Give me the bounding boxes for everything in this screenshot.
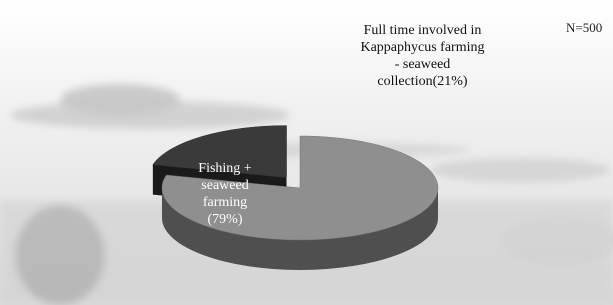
value-label: (21%) (433, 74, 468, 89)
chart (0, 0, 613, 305)
slice-label: Full time involved in Kappaphycus farmin… (360, 22, 485, 90)
value-label: (79%) (208, 212, 243, 227)
page: Fishing + seaweed farming (79%) Full time… (0, 0, 613, 305)
annotation: N=500 (566, 20, 602, 36)
slice-label: Fishing + seaweed farming (79%) (185, 160, 265, 228)
category-label: Fishing + seaweed farming (198, 161, 251, 210)
